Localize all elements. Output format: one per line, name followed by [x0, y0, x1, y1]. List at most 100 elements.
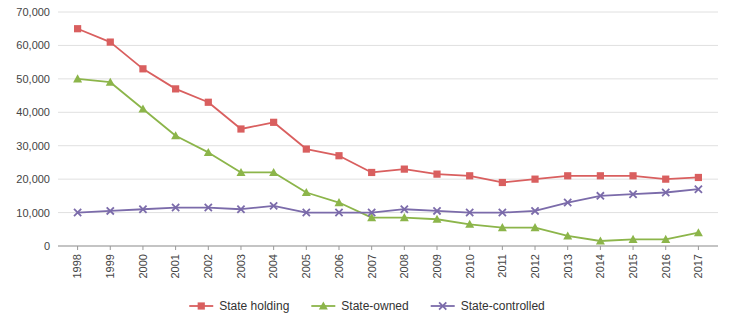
- point: [694, 228, 703, 236]
- point: [433, 171, 440, 178]
- x-tick-label: 2016: [660, 254, 672, 278]
- x-tick: [240, 246, 241, 250]
- point: [334, 198, 343, 206]
- point: [74, 25, 81, 32]
- point: [629, 172, 636, 179]
- x-tick-label: 2003: [235, 254, 247, 278]
- legend: State holding State-owned State-controlled: [189, 299, 545, 313]
- point: [433, 215, 442, 223]
- y-tick-label: 0: [44, 240, 50, 252]
- x-tick: [338, 246, 339, 250]
- grid-line: [58, 212, 718, 213]
- y-tick-label: 60,000: [16, 39, 50, 51]
- point: [138, 104, 147, 112]
- point: [204, 148, 213, 156]
- point: [106, 78, 115, 86]
- x-tick: [502, 246, 503, 250]
- x-tick-label: 2005: [300, 254, 312, 278]
- point: [171, 131, 180, 139]
- x-tick: [633, 246, 634, 250]
- y-tick-label: 70,000: [16, 6, 50, 18]
- chart: 010,00020,00030,00040,00050,00060,00070,…: [0, 0, 734, 318]
- point: [629, 191, 636, 198]
- point: [139, 65, 146, 72]
- legend-label: State-controlled: [461, 299, 545, 313]
- point: [172, 85, 179, 92]
- x-tick-label: 1999: [104, 254, 116, 278]
- point: [367, 213, 376, 221]
- point: [303, 145, 310, 152]
- x-tick-label: 2004: [267, 254, 279, 278]
- point: [661, 235, 670, 243]
- point: [205, 99, 212, 106]
- point: [499, 179, 506, 186]
- point: [695, 186, 702, 193]
- point: [597, 172, 604, 179]
- x-tick-label: 2010: [464, 254, 476, 278]
- grid-line: [58, 179, 718, 180]
- x-axis: 1998 1999 2000 2001 2002 2003 2004 2005 2006 2007…: [58, 246, 718, 278]
- point: [433, 207, 440, 214]
- point: [531, 207, 538, 214]
- point: [564, 172, 571, 179]
- x-tick: [469, 246, 470, 250]
- x-tick-label: 2000: [137, 254, 149, 278]
- point: [302, 188, 311, 196]
- x-tick: [142, 246, 143, 250]
- y-tick-label: 40,000: [16, 106, 50, 118]
- grid-line: [58, 246, 718, 247]
- x-tick: [110, 246, 111, 250]
- y-tick-label: 30,000: [16, 140, 50, 152]
- point: [269, 168, 278, 176]
- point: [401, 206, 408, 213]
- x-tick: [175, 246, 176, 250]
- y-axis: 010,00020,00030,00040,00050,00060,00070,…: [16, 6, 718, 252]
- point: [368, 169, 375, 176]
- point: [401, 166, 408, 173]
- point: [335, 152, 342, 159]
- x-tick: [208, 246, 209, 250]
- point: [629, 235, 638, 243]
- legend-label: State holding: [219, 299, 289, 313]
- x-tick: [371, 246, 372, 250]
- point: [662, 189, 669, 196]
- point: [172, 204, 179, 211]
- y-tick-label: 10,000: [16, 207, 50, 219]
- point: [466, 209, 473, 216]
- point: [236, 168, 245, 176]
- x-tick-label: 2012: [529, 254, 541, 278]
- point: [368, 209, 375, 216]
- legend-marker: [439, 302, 446, 309]
- x-tick-label: 2011: [496, 254, 508, 278]
- legend-label: State-owned: [341, 299, 408, 313]
- point: [662, 176, 669, 183]
- point: [237, 206, 244, 213]
- point: [466, 172, 473, 179]
- x-tick-label: 2008: [398, 254, 410, 278]
- point: [270, 202, 277, 209]
- grid-line: [58, 12, 718, 13]
- series-line: [78, 29, 699, 183]
- point: [205, 204, 212, 211]
- x-tick-label: 2017: [692, 254, 704, 278]
- plot-area: [73, 25, 703, 244]
- x-tick: [698, 246, 699, 250]
- point: [107, 207, 114, 214]
- x-tick-label: 2006: [333, 254, 345, 278]
- legend-item: State holding: [189, 299, 289, 313]
- x-tick-label: 2001: [169, 254, 181, 278]
- y-tick-label: 20,000: [16, 173, 50, 185]
- point: [498, 223, 507, 231]
- point: [531, 176, 538, 183]
- x-tick: [437, 246, 438, 250]
- x-tick-label: 2007: [366, 254, 378, 278]
- x-tick-label: 1998: [71, 254, 83, 278]
- point: [237, 125, 244, 132]
- point: [73, 74, 82, 82]
- x-tick: [567, 246, 568, 250]
- point: [531, 223, 540, 231]
- x-axis-line: [58, 246, 718, 247]
- x-tick: [273, 246, 274, 250]
- x-tick-label: 2002: [202, 254, 214, 278]
- x-tick: [404, 246, 405, 250]
